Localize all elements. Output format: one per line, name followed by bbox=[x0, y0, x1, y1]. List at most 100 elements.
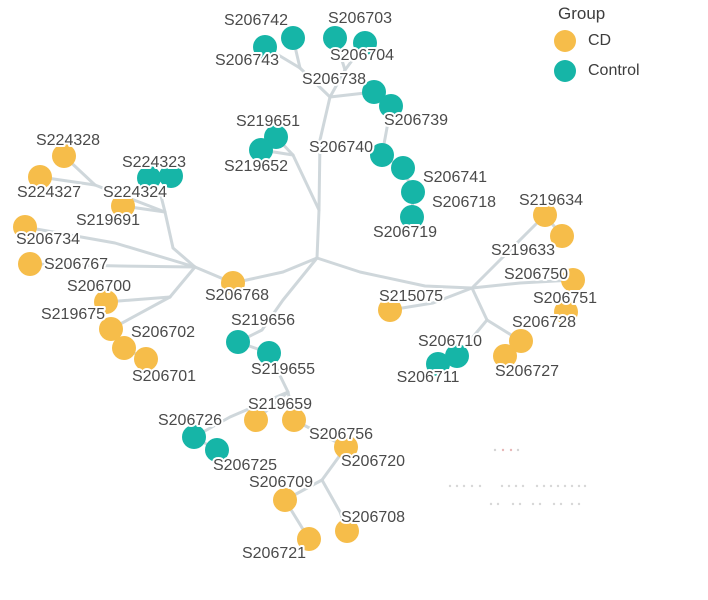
node-label-s224328: S224328 bbox=[36, 132, 100, 149]
node-label-s219652: S219652 bbox=[224, 158, 288, 175]
node-s206727[interactable] bbox=[493, 344, 517, 368]
node-s206701[interactable] bbox=[134, 347, 158, 371]
node-s219691[interactable] bbox=[111, 194, 135, 218]
artifact-dot bbox=[462, 484, 466, 488]
artifact-dot bbox=[549, 484, 553, 488]
node-s206741[interactable] bbox=[391, 156, 415, 180]
node-label-s224323: S224323 bbox=[122, 154, 186, 171]
node-label-s224327: S224327 bbox=[17, 184, 81, 201]
node-s206767[interactable] bbox=[18, 252, 42, 276]
node-s219633[interactable] bbox=[550, 224, 574, 248]
node-label-s206721: S206721 bbox=[242, 545, 306, 562]
node-label-s206756: S206756 bbox=[309, 426, 373, 443]
node-s219675[interactable] bbox=[99, 317, 123, 341]
node-s206756[interactable] bbox=[282, 408, 306, 432]
node-s219659[interactable] bbox=[244, 408, 268, 432]
node-s206719[interactable] bbox=[400, 205, 424, 229]
legend-title: Group bbox=[558, 4, 606, 23]
artifact-dot bbox=[570, 502, 574, 506]
node-label-s206767: S206767 bbox=[44, 256, 108, 273]
node-label-s206734: S206734 bbox=[16, 231, 80, 248]
artifact-dot bbox=[521, 484, 525, 488]
node-label-s219659: S219659 bbox=[248, 396, 312, 413]
node-label-s206702: S206702 bbox=[131, 324, 195, 341]
node-label-s206709: S206709 bbox=[249, 474, 313, 491]
node-s206721[interactable] bbox=[297, 527, 321, 551]
node-s206734[interactable] bbox=[13, 215, 37, 239]
artifact-dot bbox=[552, 502, 556, 506]
artifact-dot bbox=[514, 484, 518, 488]
node-s224328[interactable] bbox=[52, 144, 76, 168]
node-label-s206742: S206742 bbox=[224, 12, 288, 29]
node-s206743[interactable] bbox=[253, 35, 277, 59]
node-s206702[interactable] bbox=[112, 336, 136, 360]
artifact-dot bbox=[500, 484, 504, 488]
node-s219634[interactable] bbox=[533, 203, 557, 227]
node-s206718[interactable] bbox=[401, 180, 425, 204]
node-s224323[interactable] bbox=[159, 164, 183, 188]
node-s206740[interactable] bbox=[370, 143, 394, 167]
node-s206720[interactable] bbox=[334, 435, 358, 459]
node-s224327[interactable] bbox=[28, 165, 52, 189]
graph-edge bbox=[163, 210, 197, 269]
artifact-dots-layer bbox=[448, 448, 587, 506]
artifact-dot bbox=[556, 484, 560, 488]
artifact-dot bbox=[577, 484, 581, 488]
node-label-s206738: S206738 bbox=[302, 71, 366, 88]
artifact-dot bbox=[478, 484, 482, 488]
node-s206709[interactable] bbox=[273, 488, 297, 512]
graph-edge bbox=[315, 256, 474, 290]
artifact-dot bbox=[577, 502, 581, 506]
legend-item-control[interactable]: Control bbox=[554, 60, 640, 82]
graph-edge bbox=[470, 286, 489, 322]
node-label-s206701: S206701 bbox=[132, 368, 196, 385]
node-s219655[interactable] bbox=[257, 341, 281, 365]
node-label-s219634: S219634 bbox=[519, 192, 583, 209]
node-label-s206739: S206739 bbox=[384, 112, 448, 129]
graph-edge bbox=[23, 225, 197, 269]
node-s206750[interactable] bbox=[561, 268, 585, 292]
graph-edge bbox=[328, 68, 347, 99]
node-s206768[interactable] bbox=[221, 271, 245, 295]
artifact-dot bbox=[448, 484, 452, 488]
node-s206704[interactable] bbox=[353, 31, 377, 55]
node-label-s206711: S206711 bbox=[397, 369, 460, 386]
node-s219656[interactable] bbox=[226, 330, 250, 354]
artifact-dot bbox=[507, 484, 511, 488]
node-s206728[interactable] bbox=[509, 329, 533, 353]
nodes-layer bbox=[13, 26, 585, 551]
artifact-dot bbox=[489, 502, 493, 506]
node-label-s219691: S219691 bbox=[76, 212, 140, 229]
legend-items: CD Control bbox=[554, 30, 640, 82]
node-label-s206727: S206727 bbox=[495, 363, 559, 380]
artifact-dot bbox=[538, 502, 542, 506]
node-s206742[interactable] bbox=[281, 26, 305, 50]
node-label-s206740: S206740 bbox=[309, 139, 373, 156]
node-label-s215075: S215075 bbox=[379, 288, 443, 305]
artifact-dot bbox=[583, 484, 587, 488]
node-s206711[interactable] bbox=[426, 352, 450, 376]
node-s215075[interactable] bbox=[378, 298, 402, 322]
graph-edge bbox=[315, 208, 321, 260]
node-s224324[interactable] bbox=[137, 166, 161, 190]
legend-item-cd[interactable]: CD bbox=[554, 30, 640, 52]
node-s206725[interactable] bbox=[205, 438, 229, 462]
node-s206738[interactable] bbox=[362, 80, 386, 104]
node-s206700[interactable] bbox=[94, 290, 118, 314]
artifact-dot bbox=[518, 502, 522, 506]
node-label-s219656: S219656 bbox=[231, 312, 295, 329]
node-s206703[interactable] bbox=[323, 26, 347, 50]
graph-edge bbox=[168, 265, 197, 299]
node-s206739[interactable] bbox=[379, 94, 403, 118]
legend-label: CD bbox=[588, 32, 612, 49]
artifact-dot bbox=[470, 484, 474, 488]
node-s206708[interactable] bbox=[335, 519, 359, 543]
node-s206751[interactable] bbox=[554, 300, 578, 324]
node-s206710[interactable] bbox=[445, 344, 469, 368]
node-label-s219675: S219675 bbox=[41, 306, 105, 323]
node-s206726[interactable] bbox=[182, 425, 206, 449]
node-s219652[interactable] bbox=[249, 138, 273, 162]
node-label-s206718: S206718 bbox=[432, 194, 496, 211]
node-label-s206703: S206703 bbox=[328, 10, 392, 27]
